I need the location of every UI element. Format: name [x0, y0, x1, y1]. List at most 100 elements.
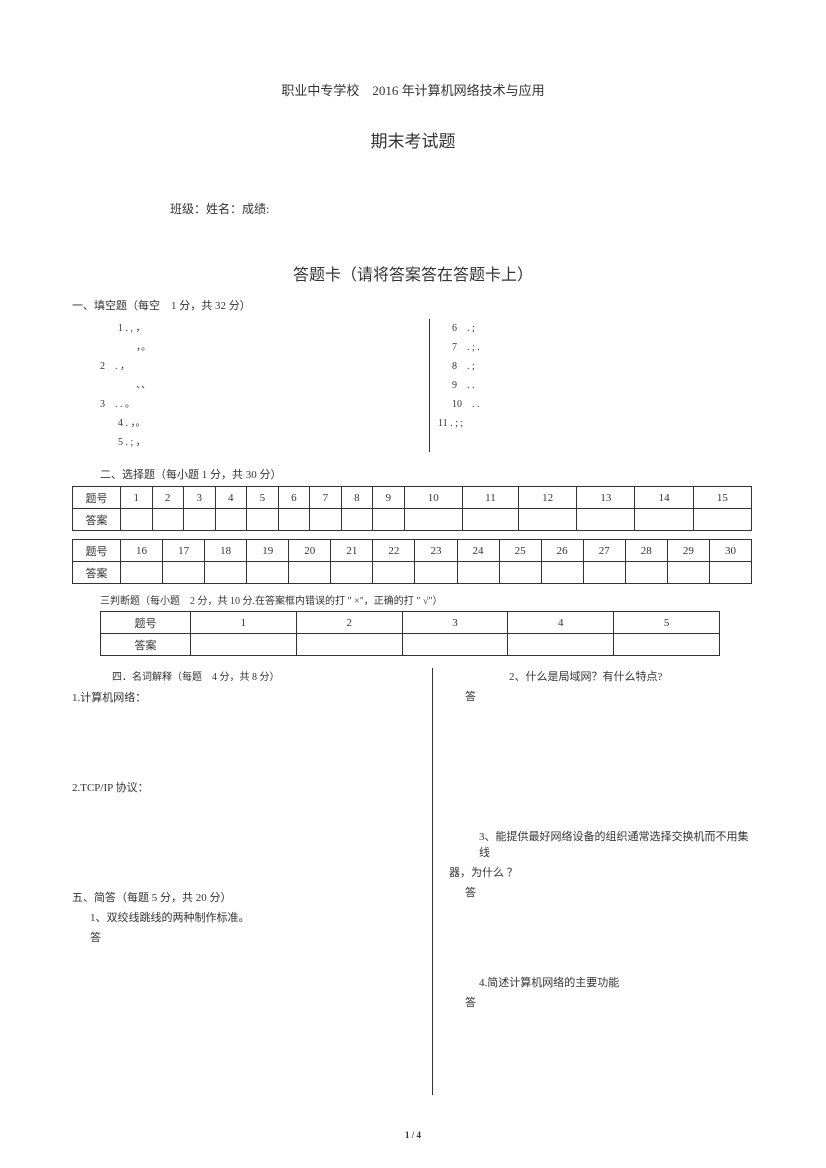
choice-num: 16	[121, 540, 163, 562]
def-q2: 2.TCP/IP 协议：	[72, 779, 422, 795]
choice-row-label: 题号	[73, 540, 121, 562]
choice-num: 15	[693, 487, 751, 509]
choice-ans-cell	[121, 509, 153, 531]
choice-ans-cell	[331, 562, 373, 584]
choice-ans-cell	[667, 562, 709, 584]
shortans-q3b: 器，为什么 ？	[449, 864, 754, 880]
choice-ans-cell	[519, 509, 577, 531]
judge-num: 1	[191, 612, 297, 634]
fill-item: 3 . . 。	[100, 395, 421, 414]
fill-columns: 1 . , ， ，。 2 . ， 、、 3 . . 。 4 . ，。 5 . ;…	[72, 319, 754, 452]
doc-title-line2: 期末考试题	[72, 127, 754, 152]
choice-row-label: 题号	[73, 487, 121, 509]
fill-item: 2 . ，	[100, 357, 421, 376]
fill-col-right: 6 . ; 7 . ; . 8 . ; 9 . . 10 . . 11 . ; …	[430, 319, 480, 452]
choice-num: 8	[341, 487, 373, 509]
lower-left-col: 四．名词解释（每题 4 分，共 8 分） 1.计算机网络： 2.TCP/IP 协…	[72, 668, 432, 1095]
choice-ans-cell	[373, 509, 405, 531]
section-fill-heading: 一、填空题（每空 1 分，共 32 分）	[72, 297, 754, 313]
fill-item: 、、	[136, 376, 421, 395]
choice-ans-cell	[541, 562, 583, 584]
lower-right-col: 2、什么是局域网？有什么特点? 答 3、能提供最好网络设备的组织通常选择交换机而…	[433, 668, 754, 1095]
choice-num: 4	[215, 487, 247, 509]
choice-ans-cell	[289, 562, 331, 584]
fill-item: 6 . ;	[452, 319, 480, 338]
choice-ans-cell	[415, 562, 457, 584]
choice-ans-cell	[341, 509, 373, 531]
choice-num: 5	[247, 487, 279, 509]
fill-item: 11 . ; ;	[438, 414, 480, 433]
shortans-q2-ans: 答	[465, 688, 754, 704]
shortans-q2: 2、什么是局域网？有什么特点?	[509, 668, 754, 684]
choice-ans-cell	[373, 562, 415, 584]
choice-num: 3	[184, 487, 216, 509]
choice-ans-cell	[499, 562, 541, 584]
shortans-q1: 1、双绞线跳线的两种制作标准。	[90, 909, 422, 925]
fill-item: ，。	[136, 338, 421, 357]
choice-ans-cell	[462, 509, 518, 531]
fill-item: 10 . .	[452, 395, 480, 414]
page-footer: 1 / 4	[0, 1130, 826, 1140]
choice-ans-cell	[121, 562, 163, 584]
choice-ans-cell	[205, 562, 247, 584]
choice-ans-cell	[247, 562, 289, 584]
choice-ans-cell	[583, 562, 625, 584]
choice-ans-cell	[163, 562, 205, 584]
judge-table: 题号 1 2 3 4 5 答案	[100, 611, 720, 656]
choice-num: 2	[152, 487, 184, 509]
judge-ans-label: 答案	[101, 634, 191, 656]
shortans-q4-ans: 答	[465, 994, 754, 1010]
fill-col-left: 1 . , ， ，。 2 . ， 、、 3 . . 。 4 . ，。 5 . ;…	[100, 319, 430, 452]
judge-num: 4	[508, 612, 614, 634]
fill-item: 8 . ;	[452, 357, 480, 376]
def-q1: 1.计算机网络：	[72, 689, 422, 705]
choice-num: 14	[635, 487, 693, 509]
student-info-line: 班级：姓名：成绩:	[170, 200, 754, 217]
choice-ans-cell	[247, 509, 279, 531]
choice-ans-cell	[577, 509, 635, 531]
choice-ans-cell	[635, 509, 693, 531]
choice-ans-cell	[693, 509, 751, 531]
choice-num: 12	[519, 487, 577, 509]
choice-num: 10	[404, 487, 462, 509]
fill-item: 1 . , ，	[118, 319, 421, 338]
choice-num: 1	[121, 487, 153, 509]
choice-ans-label: 答案	[73, 562, 121, 584]
choice-num: 27	[583, 540, 625, 562]
choice-ans-cell	[625, 562, 667, 584]
judge-ans-cell	[402, 634, 508, 656]
judge-ans-cell	[614, 634, 720, 656]
choice-num: 28	[625, 540, 667, 562]
fill-item: 7 . ; .	[452, 338, 480, 357]
shortans-q1-ans: 答	[90, 929, 422, 945]
choice-num: 13	[577, 487, 635, 509]
shortans-q3a: 3、能提供最好网络设备的组织通常选择交换机而不用集线	[479, 828, 754, 860]
choice-num: 19	[247, 540, 289, 562]
shortans-q4: 4.简述计算机网络的主要功能	[479, 974, 754, 990]
section-shortans-heading: 五、简答（每题 5 分，共 20 分）	[72, 889, 422, 905]
choice-num: 22	[373, 540, 415, 562]
choice-ans-cell	[404, 509, 462, 531]
doc-title-line1: 职业中专学校 2016 年计算机网络技术与应用	[72, 80, 754, 99]
judge-num: 3	[402, 612, 508, 634]
choice-num: 11	[462, 487, 518, 509]
choice-ans-cell	[310, 509, 342, 531]
choice-num: 21	[331, 540, 373, 562]
judge-ans-cell	[508, 634, 614, 656]
judge-ans-cell	[296, 634, 402, 656]
fill-item: 5 . ; ，	[118, 433, 421, 452]
choice-num: 29	[667, 540, 709, 562]
section-def-heading: 四．名词解释（每题 4 分，共 8 分）	[112, 668, 422, 683]
fill-item: 4 . ，。	[118, 414, 421, 433]
choice-ans-label: 答案	[73, 509, 121, 531]
choice-ans-cell	[215, 509, 247, 531]
choice-table-1: 题号 1 2 3 4 5 6 7 8 9 10 11 12 13 14 15 答…	[72, 486, 752, 531]
judge-num: 5	[614, 612, 720, 634]
choice-num: 26	[541, 540, 583, 562]
answer-card-title: 答题卡（请将答案答在答题卡上）	[72, 261, 754, 285]
choice-ans-cell	[457, 562, 499, 584]
lower-two-column: 四．名词解释（每题 4 分，共 8 分） 1.计算机网络： 2.TCP/IP 协…	[72, 668, 754, 1095]
choice-ans-cell	[152, 509, 184, 531]
section-judge-heading: 三判断题（每小题 2 分，共 10 分.在答案框内错误的打 " ×"，正确的打 …	[100, 592, 754, 607]
choice-num: 25	[499, 540, 541, 562]
